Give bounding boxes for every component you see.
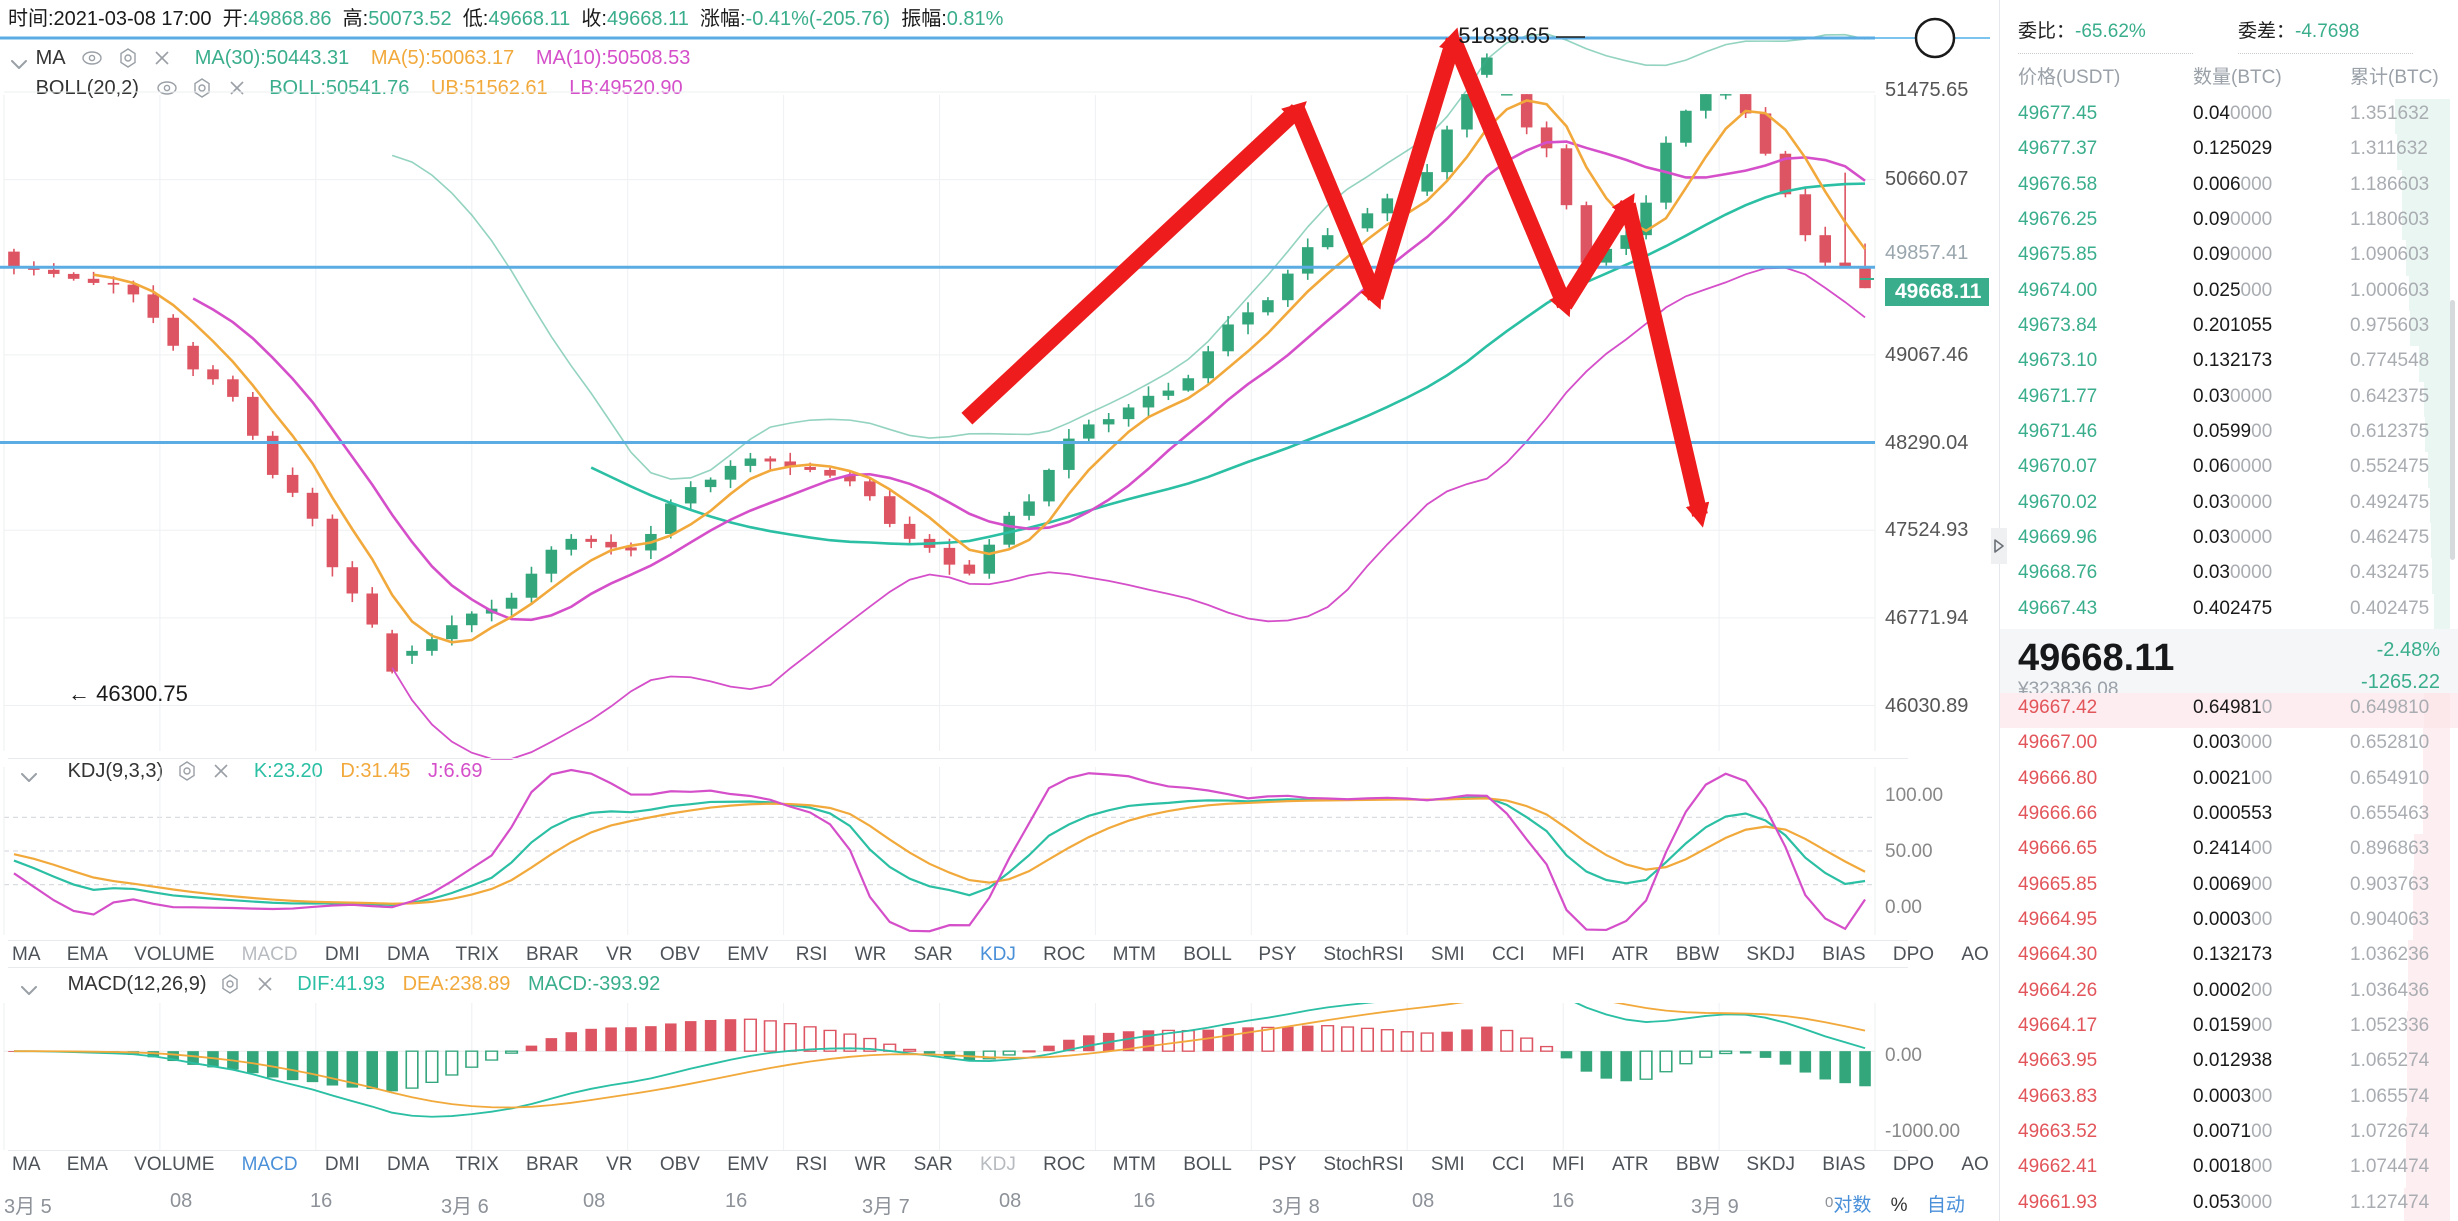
svg-text:51838.65: 51838.65 — [1458, 23, 1550, 48]
svg-text:← 46300.75: ← 46300.75 — [68, 681, 188, 706]
